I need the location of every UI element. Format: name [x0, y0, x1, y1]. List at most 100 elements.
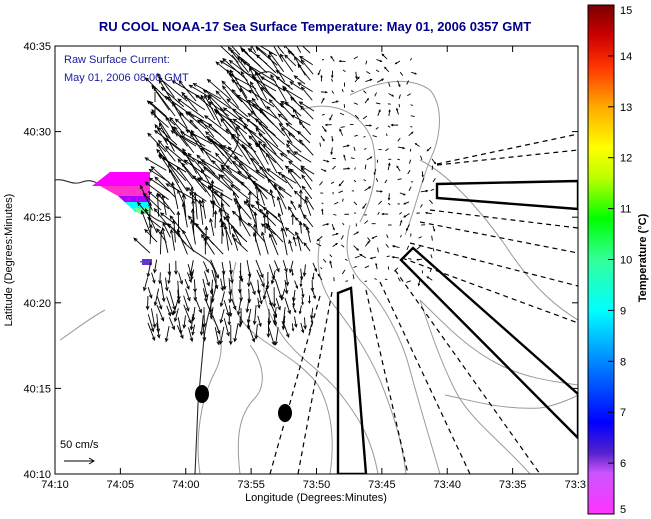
current-vector	[209, 217, 215, 236]
current-vector	[275, 298, 281, 311]
current-vector	[148, 201, 153, 226]
current-vector	[353, 179, 357, 183]
current-vector	[161, 194, 167, 216]
x-axis-label: Longitude (Degrees:Minutes)	[245, 492, 387, 504]
current-vector	[231, 298, 237, 311]
current-vector	[294, 316, 298, 328]
current-vector	[265, 222, 284, 243]
current-vector	[203, 271, 210, 287]
current-vector	[222, 85, 240, 108]
surface-current-vectors	[133, 46, 437, 346]
current-vector	[191, 324, 196, 336]
current-vector	[231, 88, 252, 112]
current-vector	[164, 138, 195, 163]
current-vector	[354, 114, 359, 119]
current-vector	[350, 90, 354, 93]
current-vector	[192, 83, 222, 100]
current-vector	[282, 87, 303, 101]
current-vector	[363, 90, 367, 94]
current-vector	[204, 94, 222, 127]
current-vector	[338, 60, 346, 63]
current-vector	[365, 240, 370, 247]
current-vector	[209, 306, 214, 320]
current-vector	[201, 198, 206, 219]
current-vector	[183, 295, 190, 312]
current-vector	[362, 203, 367, 210]
x-axis-ticks: 74:10 74:05 74:00 73:55 73:50 73:45 73:40 73:35…	[41, 46, 586, 491]
current-vector	[166, 96, 195, 118]
colorbar-tick-label: 14	[620, 51, 632, 63]
current-vector	[285, 271, 290, 287]
current-vector	[193, 191, 198, 220]
current-vector	[431, 158, 437, 165]
current-vector	[233, 323, 239, 343]
current-vector	[273, 313, 278, 327]
current-vector	[410, 125, 413, 128]
current-vector	[144, 181, 169, 200]
current-vector	[186, 111, 212, 127]
current-vector	[254, 324, 259, 340]
current-vector	[191, 199, 196, 226]
current-vector	[334, 201, 339, 205]
current-vector	[391, 245, 400, 248]
current-vector	[320, 91, 328, 94]
current-vector	[268, 51, 285, 72]
current-vector	[297, 63, 311, 81]
current-vector	[316, 235, 323, 242]
current-vector	[411, 71, 418, 75]
current-vector	[247, 323, 256, 343]
current-vector	[342, 198, 344, 202]
current-vector	[329, 260, 333, 268]
current-vector	[407, 93, 411, 97]
current-vector	[162, 221, 171, 238]
current-vector	[383, 66, 390, 73]
y-tick-label: 40:20	[23, 298, 51, 310]
current-vector	[281, 173, 294, 190]
colorbar-tick-label: 5	[620, 504, 626, 516]
radar-site-marker	[195, 385, 209, 403]
current-vector	[343, 167, 351, 170]
current-vector	[320, 74, 323, 82]
current-vector	[278, 123, 296, 138]
current-vector	[235, 126, 251, 147]
current-vector	[297, 82, 313, 93]
current-vector	[159, 229, 164, 255]
current-vector	[183, 151, 203, 180]
current-vector	[223, 318, 230, 337]
current-vector	[364, 147, 367, 150]
current-vector	[376, 59, 383, 62]
current-vector	[238, 116, 261, 148]
current-vector	[276, 195, 284, 215]
current-vector	[283, 46, 295, 56]
current-vector	[158, 272, 162, 285]
current-vector	[321, 125, 327, 133]
current-vector	[221, 80, 243, 103]
current-vector	[331, 223, 335, 231]
current-vector	[403, 201, 410, 205]
current-vector	[296, 130, 311, 144]
current-vector	[162, 156, 187, 182]
current-vector	[203, 261, 209, 274]
current-vector	[409, 58, 413, 61]
colorbar-label: Temperature (°C)	[637, 213, 649, 302]
current-vector	[209, 200, 230, 216]
current-vector	[144, 77, 167, 99]
current-vector	[226, 98, 249, 118]
current-vector	[354, 255, 360, 259]
current-vector	[156, 322, 161, 339]
current-vector	[168, 317, 176, 331]
current-vector	[190, 269, 195, 281]
current-vector	[245, 297, 250, 314]
current-vector	[266, 168, 288, 184]
current-vector	[364, 265, 370, 269]
current-vector	[236, 298, 242, 316]
current-vector	[416, 246, 421, 250]
current-vector	[353, 265, 357, 268]
current-vector	[251, 46, 257, 54]
current-vector	[259, 46, 278, 57]
current-vector	[251, 180, 275, 199]
current-vector	[391, 255, 400, 259]
current-vector	[294, 280, 299, 290]
current-vector	[246, 118, 266, 135]
